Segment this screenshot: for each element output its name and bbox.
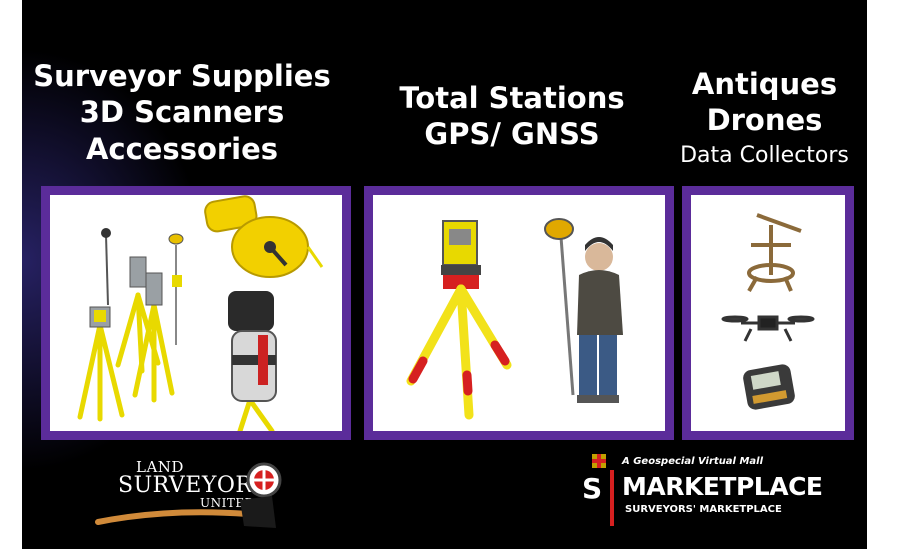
marketplace-logo[interactable]: S A Geospecial Virtual Mall MARKETPLACE … xyxy=(578,452,823,532)
marketplace-name: MARKETPLACE xyxy=(622,472,823,501)
svg-text:S: S xyxy=(582,472,602,505)
marketplace-subtitle: SURVEYORS' MARKETPLACE xyxy=(625,504,782,515)
heading-supplies: Surveyor Supplies 3D Scanners Accessorie… xyxy=(22,58,342,167)
panel-stations[interactable] xyxy=(364,186,674,440)
heading-line: Data Collectors xyxy=(680,142,849,168)
heading-line: Antiques xyxy=(691,67,838,101)
heading-line: Surveyor Supplies xyxy=(33,59,331,93)
panel-antiques[interactable] xyxy=(682,186,854,440)
antique-instrument-icon xyxy=(747,213,802,292)
total-station-icon xyxy=(406,220,512,420)
gps-surveyor-icon xyxy=(544,218,623,403)
heading-line: GPS/ GNSS xyxy=(424,117,600,152)
heading-line: Accessories xyxy=(85,131,279,166)
marketplace-emblem-icon: S xyxy=(582,454,614,526)
scanner-icon xyxy=(228,291,277,402)
lsu-line-2: SURVEYORS xyxy=(118,473,269,498)
panel-supplies[interactable] xyxy=(41,186,351,440)
measuring-tape-icon xyxy=(204,195,324,278)
land-surveyors-united-logo[interactable]: LAND SURVEYORS UNITED xyxy=(88,452,298,542)
axe-icon xyxy=(95,496,276,528)
panel-supplies-image xyxy=(50,195,342,431)
tripod-icon xyxy=(77,292,275,431)
marketplace-tagline: A Geospecial Virtual Mall xyxy=(622,456,764,467)
seal-icon xyxy=(246,462,282,498)
heading-line: 3D Scanners xyxy=(79,95,285,130)
lsu-line-1: LAND xyxy=(136,458,184,476)
heading-line: Total Stations xyxy=(399,81,625,115)
drone-icon xyxy=(721,315,815,342)
panel-antiques-image xyxy=(691,195,845,431)
heading-stations: Total Stations GPS/ GNSS xyxy=(362,80,662,153)
promo-banner: Surveyor Supplies 3D Scanners Accessorie… xyxy=(22,0,867,549)
heading-antiques: Antiques Drones Data Collectors xyxy=(662,66,867,173)
heading-line: Drones xyxy=(706,103,823,138)
data-collector-icon xyxy=(743,364,795,410)
panel-stations-image xyxy=(373,195,665,431)
